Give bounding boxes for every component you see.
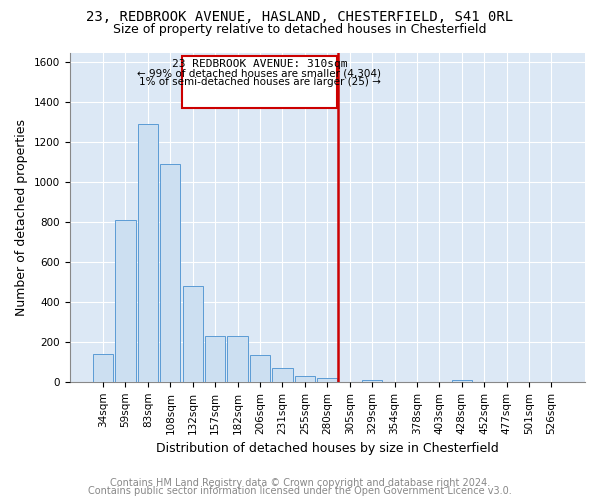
Bar: [317, 378, 337, 382]
Text: Size of property relative to detached houses in Chesterfield: Size of property relative to detached ho…: [113, 22, 487, 36]
Text: 1% of semi-detached houses are larger (25) →: 1% of semi-detached houses are larger (2…: [139, 78, 380, 88]
Bar: [138, 124, 158, 382]
Bar: [272, 368, 293, 382]
Text: 23, REDBROOK AVENUE, HASLAND, CHESTERFIELD, S41 0RL: 23, REDBROOK AVENUE, HASLAND, CHESTERFIE…: [86, 10, 514, 24]
X-axis label: Distribution of detached houses by size in Chesterfield: Distribution of detached houses by size …: [156, 442, 499, 455]
Bar: [452, 380, 472, 382]
Text: 23 REDBROOK AVENUE: 310sqm: 23 REDBROOK AVENUE: 310sqm: [172, 60, 347, 70]
Text: Contains HM Land Registry data © Crown copyright and database right 2024.: Contains HM Land Registry data © Crown c…: [110, 478, 490, 488]
Text: ← 99% of detached houses are smaller (4,304): ← 99% of detached houses are smaller (4,…: [137, 68, 382, 78]
Bar: [205, 336, 225, 382]
Y-axis label: Number of detached properties: Number of detached properties: [15, 118, 28, 316]
Bar: [93, 354, 113, 382]
Bar: [362, 380, 382, 382]
Bar: [250, 355, 270, 382]
Bar: [115, 220, 136, 382]
Bar: [227, 336, 248, 382]
Bar: [160, 164, 181, 382]
FancyBboxPatch shape: [182, 56, 337, 108]
Bar: [295, 376, 315, 382]
Text: Contains public sector information licensed under the Open Government Licence v3: Contains public sector information licen…: [88, 486, 512, 496]
Bar: [182, 286, 203, 382]
